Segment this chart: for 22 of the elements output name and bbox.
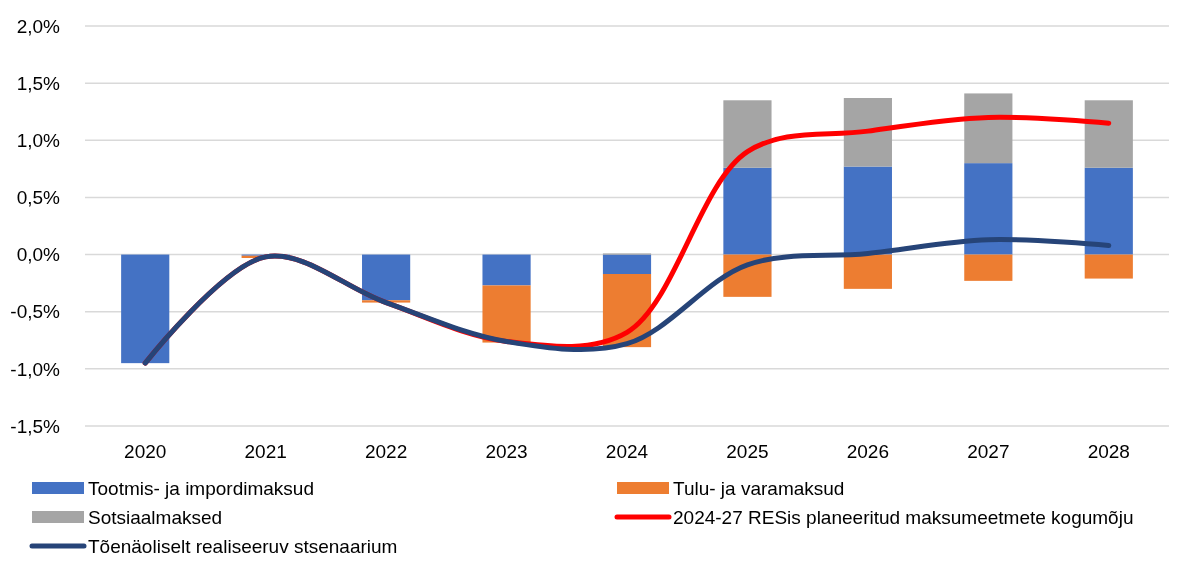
y-tick-label: 0,5% — [16, 187, 61, 209]
y-tick-label: 1,5% — [16, 72, 61, 94]
y-tick-label: -1,0% — [10, 358, 61, 380]
x-tick-label: 2027 — [967, 441, 1010, 462]
x-tick-label: 2020 — [124, 441, 167, 462]
legend-label: Tõenäoliselt realiseeruv stsenaarium — [88, 535, 398, 557]
legend-label: Sotsiaalmaksed — [88, 506, 223, 528]
x-tick-label: 2024 — [605, 441, 649, 462]
x-tick-label: 2022 — [364, 441, 408, 462]
x-tick-label: 2025 — [726, 441, 769, 462]
y-tick-label: 0,0% — [16, 244, 61, 266]
legend-label: 2024-27 RESis planeeritud maksumeetmete kogumõju — [673, 506, 1134, 528]
x-tick-label: 2023 — [485, 441, 528, 462]
x-tick-label: 2026 — [846, 441, 890, 462]
legend-label: Tulu- ja varamaksud — [673, 477, 845, 499]
x-tick-label: 2028 — [1087, 441, 1130, 462]
y-tick-label: -1,5% — [10, 415, 61, 437]
y-tick-label: -0,5% — [10, 301, 61, 323]
y-tick-label: 2,0% — [16, 15, 61, 37]
legend-label: Tootmis- ja impordimaksud — [88, 477, 314, 499]
x-tick-label: 2021 — [244, 441, 287, 462]
y-tick-label: 1,0% — [16, 129, 61, 151]
